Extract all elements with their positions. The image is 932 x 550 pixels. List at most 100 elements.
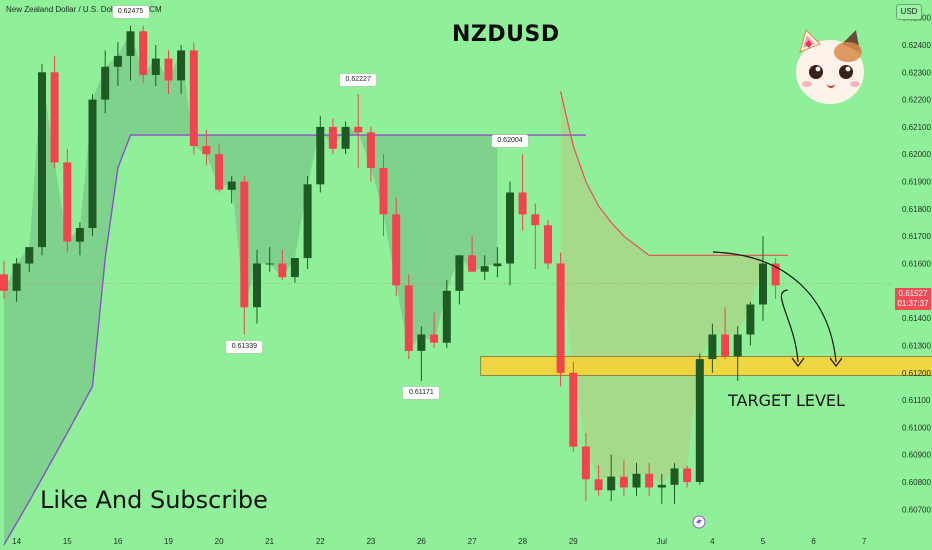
candle-body <box>278 263 287 278</box>
currency-button[interactable]: USD <box>896 4 922 20</box>
candle <box>721 307 730 360</box>
candle <box>531 203 540 269</box>
candle-body <box>607 476 616 491</box>
time-tick-label: 4 <box>710 537 715 546</box>
candle-body <box>290 258 299 278</box>
candle <box>177 45 186 95</box>
candle <box>316 116 325 193</box>
candle-body <box>0 274 8 291</box>
candle-body <box>619 476 628 488</box>
candle <box>430 312 439 349</box>
candle <box>303 176 312 269</box>
candle-body <box>354 126 363 133</box>
candle-body <box>240 181 249 308</box>
candle-body <box>303 184 312 259</box>
candle <box>506 181 514 286</box>
price-tick-label: 0.62400 <box>902 41 931 50</box>
price-tick-label: 0.62200 <box>902 96 931 105</box>
candle <box>480 255 489 280</box>
candle-body <box>265 263 274 265</box>
candle-body <box>366 132 375 168</box>
candle <box>404 274 413 360</box>
lightning-icon[interactable] <box>692 515 706 529</box>
time-tick-label: 14 <box>12 537 21 546</box>
time-tick-label: 5 <box>761 537 766 546</box>
candle-body <box>328 126 337 149</box>
candle <box>683 465 692 488</box>
time-tick-label: 19 <box>164 537 173 546</box>
candle <box>88 94 97 237</box>
price-tick-label: 0.62100 <box>902 123 931 132</box>
candle <box>189 42 198 155</box>
candle-body <box>708 334 717 360</box>
candle <box>278 249 287 280</box>
candle <box>354 94 363 168</box>
projection-arrows <box>712 251 843 367</box>
price-tick-label: 0.61600 <box>902 260 931 269</box>
price-callout-label: 0.62475 <box>112 6 149 19</box>
arrowhead-2 <box>791 357 805 367</box>
current-price-tag: 0.61527 01:37:37 <box>895 288 931 310</box>
candle-body <box>518 192 527 215</box>
candle-body <box>683 468 692 483</box>
candle <box>493 247 502 278</box>
history-area-fill <box>4 31 498 545</box>
symbol-line: New Zealand Dollar / U.S. Dollar, 6h, FX… <box>6 5 162 14</box>
price-tick-label: 0.62000 <box>902 150 931 159</box>
candle <box>164 50 173 95</box>
target-zone <box>480 355 932 376</box>
price-tick-label: 0.60700 <box>902 505 931 514</box>
candle-body <box>202 146 211 155</box>
time-tick-label: 29 <box>569 537 578 546</box>
candle-body <box>746 304 755 335</box>
candle-body <box>468 255 477 272</box>
target-zone-layer <box>480 355 932 376</box>
time-tick-label: 22 <box>316 537 325 546</box>
candle-body <box>544 225 552 264</box>
candle <box>113 42 122 86</box>
candle-body <box>404 285 413 351</box>
candle-body <box>253 263 261 308</box>
candle <box>75 222 84 256</box>
price-tick-label: 0.61700 <box>902 232 931 241</box>
candle-body <box>759 263 767 305</box>
candle-body <box>75 228 84 242</box>
candle-body <box>392 214 401 286</box>
candle-body <box>341 126 350 149</box>
candle-countdown: 01:37:37 <box>897 299 929 308</box>
candle <box>50 55 59 168</box>
candle-body <box>316 126 325 185</box>
price-tick-label: 0.61000 <box>902 423 931 432</box>
price-tick-label: 0.61200 <box>902 369 931 378</box>
candle <box>341 121 350 155</box>
candle <box>328 118 337 155</box>
candle-body <box>657 484 666 488</box>
candle <box>645 462 654 496</box>
candle-body <box>101 66 110 100</box>
candle-body <box>417 334 426 351</box>
time-tick-label: 26 <box>417 537 426 546</box>
candle-body <box>670 468 679 485</box>
candle-body <box>227 181 236 190</box>
candle-body <box>581 446 590 480</box>
time-tick-label: 20 <box>215 537 224 546</box>
price-callout-label: 0.61339 <box>226 340 263 353</box>
time-tick-label: 27 <box>468 537 477 546</box>
candles-layer <box>0 25 780 504</box>
candle-body <box>721 334 730 357</box>
candle <box>265 247 274 272</box>
candle <box>455 255 464 305</box>
promo-text: Like And Subscribe <box>40 486 268 514</box>
candle <box>594 465 603 496</box>
time-tick-label: 7 <box>862 537 867 546</box>
candle-body <box>531 214 540 226</box>
candle-body <box>455 255 464 291</box>
price-tick-label: 0.61400 <box>902 314 931 323</box>
candle <box>215 143 224 193</box>
candle <box>63 148 72 253</box>
candle-body <box>126 31 135 56</box>
candle <box>657 473 666 504</box>
candle <box>771 258 780 299</box>
price-callout-label: 0.62004 <box>492 135 528 148</box>
